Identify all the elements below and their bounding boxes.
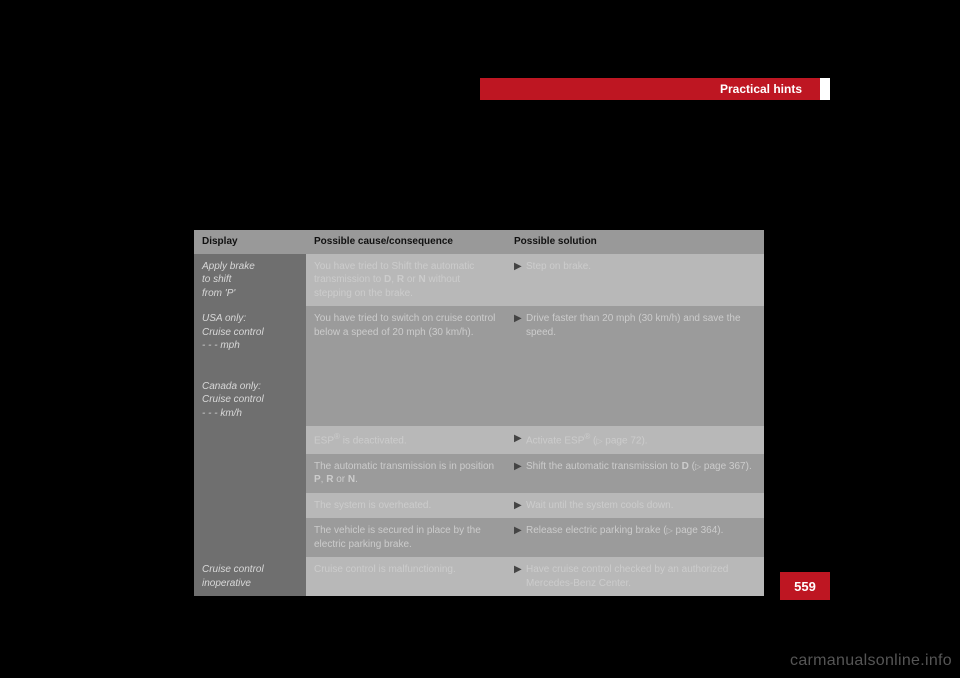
cause-cell: You have tried to Shift the automatic tr… <box>306 254 506 307</box>
table-row: The vehicle is secured in place by the e… <box>194 518 764 557</box>
bullet-arrow-icon: ▶ <box>514 499 526 513</box>
watermark-text: carmanualsonline.info <box>790 652 952 670</box>
table-body: Apply braketo shiftfrom 'P'You have trie… <box>194 254 764 597</box>
cause-cell: You have tried to switch on cruise contr… <box>306 306 506 426</box>
table-row: USA only:Cruise control- - - mphCanada o… <box>194 306 764 426</box>
table-row: Apply braketo shiftfrom 'P'You have trie… <box>194 254 764 307</box>
bullet-arrow-icon: ▶ <box>514 524 526 551</box>
table-row: Cruise controlinoperativeCruise control … <box>194 557 764 596</box>
bullet-arrow-icon: ▶ <box>514 563 526 590</box>
solution-text: Step on brake. <box>526 260 756 301</box>
cause-cell: The vehicle is secured in place by the e… <box>306 518 506 557</box>
solution-cell: ▶Release electric parking brake (▷ page … <box>506 518 764 557</box>
solution-text: Release electric parking brake (▷ page 3… <box>526 524 756 551</box>
page-number: 559 <box>794 579 816 594</box>
solution-cell: ▶Wait until the system cools down. <box>506 493 764 519</box>
table-header-row: Display Possible cause/consequence Possi… <box>194 230 764 254</box>
display-cell <box>194 493 306 519</box>
solution-text: Drive faster than 20 mph (30 km/h) and s… <box>526 312 756 420</box>
display-cell: Cruise controlinoperative <box>194 557 306 596</box>
solution-text: Shift the automatic transmission to D (▷… <box>526 460 756 487</box>
cause-cell: Cruise control is malfunctioning. <box>306 557 506 596</box>
bullet-arrow-icon: ▶ <box>514 312 526 420</box>
solution-text: Wait until the system cools down. <box>526 499 756 513</box>
col-header-solution: Possible solution <box>506 230 764 254</box>
display-cell: Apply braketo shiftfrom 'P' <box>194 254 306 307</box>
display-cell <box>194 426 306 454</box>
page-number-tab: 559 <box>780 572 830 600</box>
bullet-arrow-icon: ▶ <box>514 460 526 487</box>
cause-cell: The system is overheated. <box>306 493 506 519</box>
solution-cell: ▶Step on brake. <box>506 254 764 307</box>
table-row: The system is overheated.▶Wait until the… <box>194 493 764 519</box>
display-cell: USA only:Cruise control- - - mphCanada o… <box>194 306 306 426</box>
display-cell <box>194 518 306 557</box>
col-header-display: Display <box>194 230 306 254</box>
header-edge-tab <box>820 78 830 100</box>
solution-text: Have cruise control checked by an author… <box>526 563 756 590</box>
solution-cell: ▶Have cruise control checked by an autho… <box>506 557 764 596</box>
display-cell <box>194 454 306 493</box>
table-row: The automatic transmission is in positio… <box>194 454 764 493</box>
section-header-band: Practical hints <box>480 78 820 100</box>
col-header-cause: Possible cause/consequence <box>306 230 506 254</box>
bullet-arrow-icon: ▶ <box>514 432 526 448</box>
cause-cell: ESP® is deactivated. <box>306 426 506 454</box>
solution-cell: ▶Activate ESP® (▷ page 72). <box>506 426 764 454</box>
solution-cell: ▶Drive faster than 20 mph (30 km/h) and … <box>506 306 764 426</box>
section-header-title: Practical hints <box>720 82 802 96</box>
table-row: ESP® is deactivated.▶Activate ESP® (▷ pa… <box>194 426 764 454</box>
cause-cell: The automatic transmission is in positio… <box>306 454 506 493</box>
troubleshooting-table: Display Possible cause/consequence Possi… <box>194 230 764 596</box>
solution-text: Activate ESP® (▷ page 72). <box>526 432 756 448</box>
bullet-arrow-icon: ▶ <box>514 260 526 301</box>
solution-cell: ▶Shift the automatic transmission to D (… <box>506 454 764 493</box>
